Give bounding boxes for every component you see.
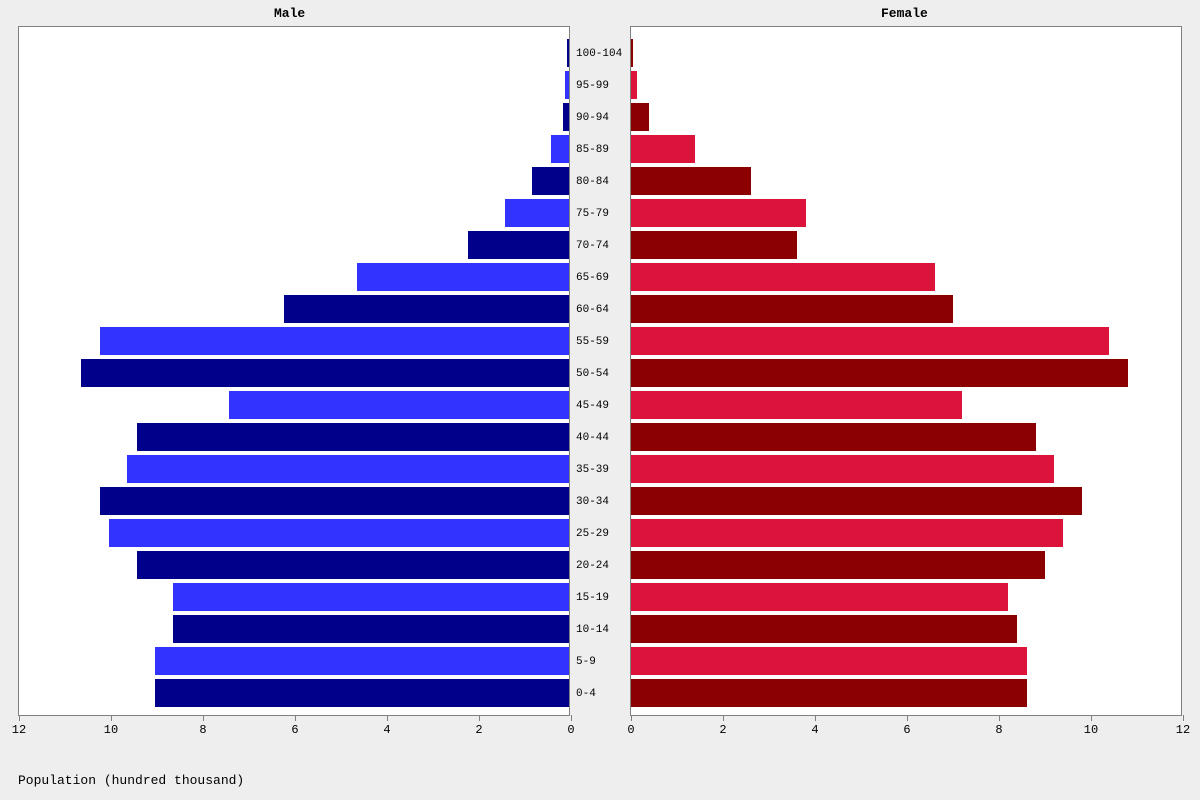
male-bar [81,359,569,387]
tick-mark [1091,715,1092,721]
female-plot-area: 024681012 [630,26,1182,716]
tick-mark [631,715,632,721]
x-tick-label: 4 [811,723,818,737]
tick-mark [111,715,112,721]
age-label: 70-74 [576,232,609,260]
age-label: 25-29 [576,520,609,548]
female-bar [631,455,1054,483]
x-tick-label: 0 [567,723,574,737]
x-tick-label: 4 [383,723,390,737]
age-label: 100-104 [576,40,622,68]
tick-mark [19,715,20,721]
tick-mark [571,715,572,721]
age-label: 20-24 [576,552,609,580]
female-bar [631,583,1008,611]
female-bar [631,487,1082,515]
male-bar [567,39,569,67]
tick-mark [999,715,1000,721]
x-tick-label: 0 [627,723,634,737]
female-bar [631,39,633,67]
female-bar [631,103,649,131]
female-bar [631,231,797,259]
pyramid-chart: Male Female 024681012 024681012 0-45-910… [0,0,1200,800]
female-bar [631,615,1017,643]
tick-mark [295,715,296,721]
x-axis-label: Population (hundred thousand) [18,773,244,788]
tick-mark [387,715,388,721]
age-label: 55-59 [576,328,609,356]
x-tick-label: 6 [291,723,298,737]
x-tick-label: 12 [12,723,26,737]
female-bar [631,359,1128,387]
age-label: 40-44 [576,424,609,452]
tick-mark [723,715,724,721]
female-bar [631,135,695,163]
tick-mark [907,715,908,721]
tick-mark [479,715,480,721]
age-label: 0-4 [576,680,596,708]
female-bar [631,391,962,419]
male-bar [137,423,569,451]
male-bar [155,679,569,707]
tick-mark [815,715,816,721]
female-bar [631,551,1045,579]
male-bar [532,167,569,195]
x-tick-label: 6 [903,723,910,737]
age-label: 35-39 [576,456,609,484]
x-tick-label: 2 [719,723,726,737]
male-bar [468,231,569,259]
female-bar [631,327,1109,355]
female-bar [631,263,935,291]
age-label: 30-34 [576,488,609,516]
female-bar [631,519,1063,547]
female-bar [631,423,1036,451]
age-label: 45-49 [576,392,609,420]
male-bar [357,263,569,291]
age-label: 5-9 [576,648,596,676]
male-bar [109,519,569,547]
age-label: 95-99 [576,72,609,100]
tick-mark [1183,715,1184,721]
female-bar [631,71,637,99]
x-tick-label: 2 [475,723,482,737]
x-tick-label: 10 [1084,723,1098,737]
male-bar [155,647,569,675]
tick-mark [203,715,204,721]
male-bar [505,199,569,227]
age-label: 50-54 [576,360,609,388]
age-label: 65-69 [576,264,609,292]
age-label: 85-89 [576,136,609,164]
x-tick-label: 12 [1176,723,1190,737]
age-label: 75-79 [576,200,609,228]
female-bar [631,167,751,195]
male-bar [100,327,569,355]
male-bar [173,615,569,643]
male-bar [284,295,569,323]
female-bar [631,295,953,323]
male-bar [229,391,569,419]
male-plot-area: 024681012 [18,26,570,716]
male-title: Male [274,6,305,21]
female-bar [631,647,1027,675]
male-bar [563,103,569,131]
male-bar [173,583,569,611]
male-bar [137,551,569,579]
male-bar [100,487,569,515]
x-tick-label: 10 [104,723,118,737]
age-label: 80-84 [576,168,609,196]
x-tick-label: 8 [199,723,206,737]
female-title: Female [881,6,928,21]
male-bar [565,71,569,99]
age-label: 15-19 [576,584,609,612]
female-bar [631,679,1027,707]
x-tick-label: 8 [995,723,1002,737]
male-bar [127,455,569,483]
male-bar [551,135,569,163]
age-label: 60-64 [576,296,609,324]
female-bar [631,199,806,227]
age-label: 90-94 [576,104,609,132]
age-label: 10-14 [576,616,609,644]
